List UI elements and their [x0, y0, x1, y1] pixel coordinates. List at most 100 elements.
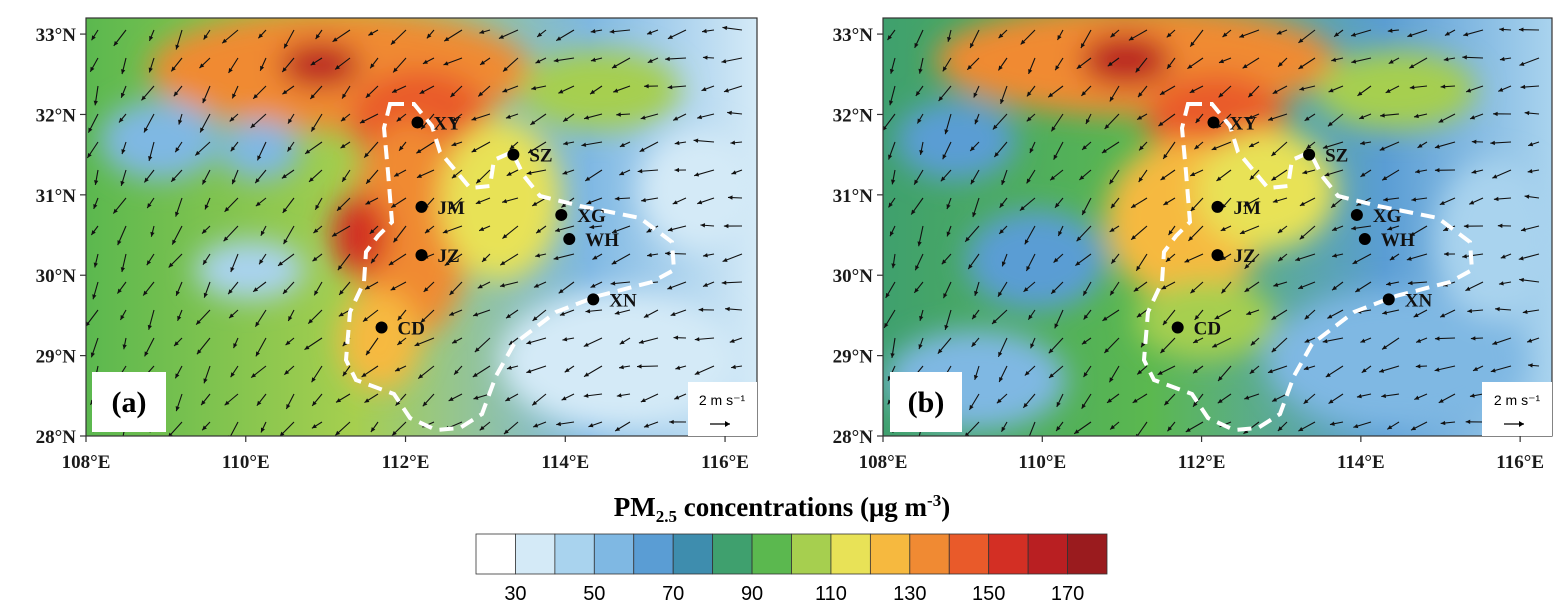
- wind-arrowhead: [1163, 200, 1169, 206]
- wind-arrowhead: [506, 171, 512, 176]
- wind-arrowhead: [535, 59, 541, 64]
- wind-arrowhead: [121, 438, 125, 443]
- wind-arrowhead: [449, 204, 455, 210]
- wind-arrowhead: [1239, 230, 1245, 235]
- wind-arrowhead: [332, 37, 338, 42]
- wind-arrowhead: [117, 240, 122, 246]
- colorbar-cell: [475, 533, 516, 575]
- wind-arrowhead: [309, 177, 314, 182]
- map-panel-b: XY SZ JM XG WH JZ XN CD 108°E 110°E 112°E 114°E 116…: [796, 0, 1564, 482]
- wind-arrowhead: [257, 155, 262, 161]
- wind-arrowhead: [947, 36, 952, 42]
- city-label-jm: JM: [438, 198, 466, 219]
- wind-scale-box-a: 2 m s⁻¹: [688, 382, 757, 436]
- wind-arrowhead: [371, 258, 376, 264]
- wind-arrowhead: [1138, 92, 1143, 98]
- wind-arrowhead: [1273, 282, 1279, 287]
- lat-tick-label: 29°N: [833, 347, 874, 368]
- wind-arrowhead: [1214, 315, 1220, 320]
- wind-arrowhead: [973, 374, 979, 380]
- wind-arrowhead: [1351, 59, 1357, 64]
- wind-arrowhead: [196, 319, 201, 325]
- wind-arrowhead: [533, 283, 539, 288]
- wind-arrowhead: [86, 321, 90, 327]
- wind-arrowhead: [204, 204, 209, 210]
- wind-arrowhead: [992, 124, 998, 130]
- wind-arrowhead: [619, 142, 625, 147]
- wind-arrowhead: [1304, 338, 1310, 343]
- wind-arrowhead: [1194, 315, 1200, 320]
- wind-arrowhead: [87, 152, 92, 158]
- lat-tick-label: 31°N: [833, 186, 874, 207]
- wind-arrowhead: [1465, 286, 1471, 291]
- wind-arrowhead: [396, 116, 402, 122]
- wind-arrowhead: [93, 203, 98, 209]
- wind-arrowhead: [1434, 168, 1440, 173]
- wind-arrowhead: [940, 176, 946, 182]
- wind-arrowhead: [1190, 206, 1196, 212]
- wind-arrowhead: [891, 263, 896, 269]
- wind-arrowhead: [340, 143, 346, 149]
- wind-arrowhead: [997, 291, 1003, 297]
- wind-arrowhead: [94, 180, 99, 185]
- wind-arrowhead: [1250, 340, 1256, 346]
- wind-arrowhead: [937, 348, 943, 354]
- lon-tick-label: 108°E: [62, 452, 111, 473]
- study-region-outline-a: [343, 102, 677, 433]
- wind-arrowhead: [721, 280, 727, 285]
- wind-arrowhead: [1160, 175, 1166, 181]
- wind-arrowhead: [1132, 398, 1138, 403]
- map-panel-a: XY SZ JM XG WH JZ XN CD 108°E 110°E 112°E 114°E 116…: [0, 0, 770, 482]
- wind-arrowhead: [1107, 61, 1113, 67]
- city-label-xn: XN: [1405, 290, 1433, 311]
- wind-arrowhead: [1469, 393, 1475, 398]
- wind-arrowhead: [584, 115, 589, 120]
- wind-arrowhead: [581, 142, 587, 147]
- wind-arrowhead: [1303, 366, 1309, 371]
- wind-arrowhead: [502, 88, 508, 93]
- wind-arrowhead: [1111, 258, 1116, 264]
- wind-arrowhead: [260, 427, 265, 433]
- map-frame-a: [85, 17, 758, 437]
- wind-arrowhead: [1082, 145, 1087, 150]
- wind-arrowhead: [1075, 261, 1081, 266]
- wind-arrowhead: [1267, 369, 1273, 374]
- wind-arrowhead: [449, 290, 455, 295]
- wind-arrowhead: [174, 341, 179, 347]
- wind-arrowhead: [589, 224, 595, 230]
- wind-arrowhead: [171, 66, 176, 72]
- wind-arrowhead: [647, 252, 652, 258]
- wind-arrowhead: [1271, 151, 1277, 156]
- wind-arrowhead: [203, 259, 208, 265]
- wind-arrowhead: [1518, 256, 1524, 261]
- wind-arrowhead: [1380, 113, 1385, 118]
- axis-ticks-a: 108°E 110°E 112°E 114°E 116°E 33°N 32°N 31°N 30°…: [36, 25, 749, 473]
- wind-arrowhead: [1331, 57, 1337, 62]
- wind-arrowhead: [974, 119, 979, 125]
- wind-arrowhead: [731, 364, 736, 370]
- wind-arrowhead: [970, 179, 975, 185]
- wind-arrowhead: [1359, 115, 1365, 120]
- wind-arrowhead: [1382, 310, 1388, 315]
- colorbar-tick-label: 30: [504, 583, 526, 605]
- wind-arrowhead: [1249, 143, 1255, 147]
- wind-arrowhead: [120, 180, 125, 186]
- wind-arrowhead: [230, 267, 235, 273]
- lon-tick-label: 108°E: [859, 452, 908, 473]
- wind-arrowhead: [175, 211, 180, 217]
- wind-arrowhead: [278, 261, 283, 266]
- wind-arrowhead: [727, 110, 732, 116]
- wind-arrowhead: [1109, 179, 1114, 185]
- wind-arrowhead: [1306, 144, 1312, 149]
- wind-arrowhead: [120, 314, 125, 320]
- wind-arrowhead: [970, 146, 975, 152]
- wind-arrowhead: [1163, 153, 1168, 159]
- lon-tick-label: 112°E: [382, 452, 430, 473]
- wind-arrowhead: [258, 33, 264, 39]
- wind-arrowhead: [888, 154, 893, 160]
- wind-arrowhead: [730, 140, 736, 145]
- wind-arrowhead: [260, 230, 265, 236]
- wind-arrowhead: [478, 91, 484, 97]
- wind-arrowhead: [1360, 338, 1366, 343]
- city-label-xg: XG: [1373, 206, 1402, 227]
